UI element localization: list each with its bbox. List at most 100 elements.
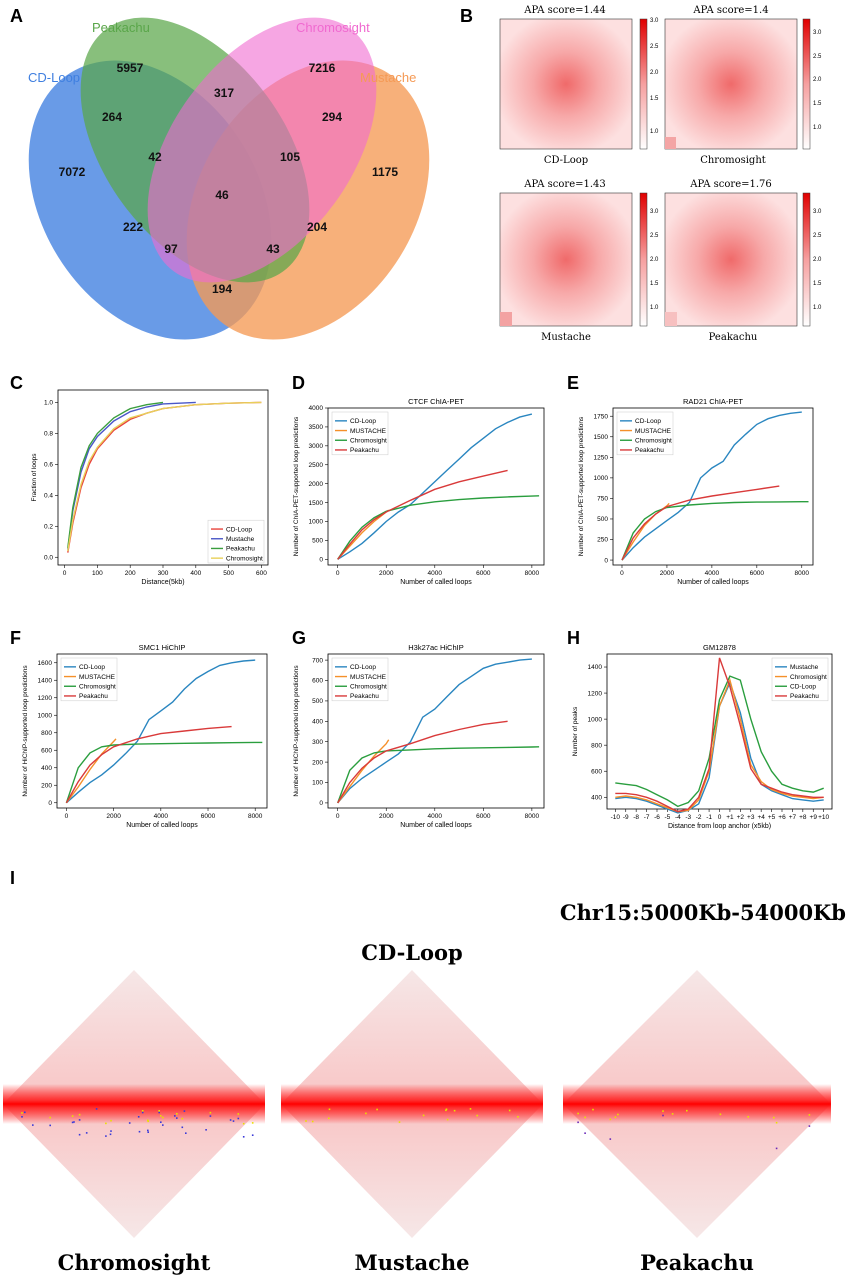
series-line-cd-loop bbox=[337, 658, 532, 804]
panel-letter-h: H bbox=[567, 628, 580, 648]
series-line-cd-loop bbox=[337, 413, 533, 560]
legend-entry: Peakachu bbox=[350, 693, 379, 700]
loop-call-dot bbox=[808, 1125, 811, 1127]
venn-count-peakachu-only: 5957 bbox=[117, 61, 144, 75]
x-tick-label: +7 bbox=[789, 814, 797, 821]
panel-letter-b: B bbox=[460, 6, 473, 26]
legend-box bbox=[331, 411, 389, 456]
series-line-mustache bbox=[337, 739, 390, 804]
loop-call-dot bbox=[614, 1116, 617, 1118]
y-tick-label: 1.0 bbox=[44, 400, 53, 407]
legend-entry: MUSTACHE bbox=[350, 674, 387, 681]
legend-entry: CD-Loop bbox=[226, 526, 252, 533]
y-axis-label: Number of HiChIP-supported loop predicti… bbox=[293, 665, 300, 797]
y-tick-label: 1750 bbox=[594, 413, 609, 420]
apa-map: APA score=1.44 3.0 2.5 2.0 1.5 1.0 CD-Lo… bbox=[499, 5, 659, 166]
x-tick-label: 2000 bbox=[379, 570, 394, 577]
apa-score-label: APA score=1.4 bbox=[692, 5, 768, 16]
apa-corner-pixel bbox=[500, 312, 512, 326]
loop-call-dot bbox=[209, 1111, 212, 1114]
legend-entry: Chromosight bbox=[79, 683, 116, 690]
x-tick-label: 6000 bbox=[476, 813, 491, 820]
x-tick-label: +6 bbox=[778, 814, 786, 821]
apa-score-label: APA score=1.44 bbox=[523, 5, 606, 16]
apa-tick: 2.5 bbox=[813, 54, 822, 60]
panel-letter-i: I bbox=[10, 868, 15, 888]
legend-entry: Chromosight bbox=[790, 674, 827, 681]
loop-call-dot bbox=[311, 1120, 314, 1123]
loop-call-dot bbox=[808, 1114, 811, 1116]
y-axis-label: Number of ChIA-PET-supported loop predic… bbox=[578, 416, 585, 556]
loop-call-dot bbox=[671, 1113, 674, 1115]
apa-tick: 2.0 bbox=[813, 77, 822, 83]
loop-call-dot bbox=[95, 1108, 98, 1110]
y-axis-label: Number of peaks bbox=[572, 706, 579, 756]
legend-entry: MUSTACHE bbox=[635, 428, 672, 435]
apa-heatmap bbox=[664, 18, 798, 150]
y-tick-label: 1000 bbox=[588, 716, 603, 723]
loop-call-dot bbox=[138, 1130, 141, 1133]
venn-label-peakachu: Peakachu bbox=[92, 20, 150, 35]
plot-frame bbox=[56, 653, 268, 809]
loop-call-dot bbox=[719, 1113, 722, 1116]
venn-count-all-four: 46 bbox=[215, 188, 229, 202]
hic-map-label: Mustache bbox=[354, 1250, 469, 1275]
series-line-mustache bbox=[337, 509, 390, 560]
x-axis-label: Number of called loops bbox=[126, 822, 198, 829]
x-tick-label: -8 bbox=[633, 814, 639, 821]
x-tick-label: 8000 bbox=[795, 570, 810, 577]
x-tick-label: -2 bbox=[696, 814, 702, 821]
hic-map-mustache: Mustache bbox=[281, 970, 543, 1275]
x-tick-label: -5 bbox=[665, 814, 671, 821]
loop-call-dot bbox=[78, 1113, 81, 1116]
venn-count-cd-chromo: 222 bbox=[123, 220, 143, 234]
chart-f: 0 2000 4000 6000 8000 0 200 400 600 800 1000 1200 14… bbox=[22, 643, 268, 829]
chart-title: H3k27ac HiChIP bbox=[408, 643, 463, 652]
legend-entry: Peakachu bbox=[790, 693, 819, 700]
apa-score-label: APA score=1.43 bbox=[523, 179, 606, 190]
loop-call-dot bbox=[251, 1122, 254, 1124]
loop-call-dot bbox=[662, 1110, 664, 1112]
x-tick-label: -3 bbox=[685, 814, 691, 821]
venn-label-mustache: Mustache bbox=[360, 70, 416, 85]
loop-call-dot bbox=[242, 1122, 245, 1125]
chart-title: RAD21 ChIA-PET bbox=[683, 397, 743, 406]
x-tick-label: 4000 bbox=[705, 570, 720, 577]
apa-tick: 2.0 bbox=[650, 257, 659, 263]
venn-set-chromosight bbox=[147, 17, 377, 283]
loop-call-dot bbox=[78, 1119, 81, 1121]
loop-call-dot bbox=[78, 1133, 81, 1136]
loop-call-dot bbox=[242, 1136, 245, 1138]
legend-entry: CD-Loop bbox=[350, 418, 376, 425]
hic-panel: Chr15:5000Kb-54000Kb CD-Loop Chromosight… bbox=[3, 900, 846, 1275]
chart-h: -10 -9 -8 -7 -6 -5 -4 -3 -2 -1 0 +1 +2 +3 +4 +5 +6 +7 +8 +9… bbox=[572, 643, 833, 830]
x-tick-label: -10 bbox=[611, 814, 621, 821]
loop-call-dot bbox=[237, 1117, 240, 1120]
venn-count-chromosight-only: 7216 bbox=[309, 61, 336, 75]
series-line-chromosight bbox=[337, 746, 540, 804]
apa-tick: 1.5 bbox=[813, 281, 822, 287]
legend-entry: CD-Loop bbox=[79, 664, 105, 671]
loop-call-dot bbox=[141, 1110, 144, 1112]
chart-title: GM12878 bbox=[703, 643, 736, 652]
y-tick-label: 200 bbox=[312, 759, 323, 766]
apa-tick: 1.5 bbox=[650, 96, 659, 102]
loop-call-dot bbox=[71, 1115, 74, 1117]
loop-call-dot bbox=[517, 1116, 519, 1118]
loop-call-dot bbox=[137, 1116, 140, 1118]
venn-label-chromosight: Chromosight bbox=[296, 20, 370, 35]
x-tick-label: 4000 bbox=[154, 813, 169, 820]
x-tick-label: -1 bbox=[706, 814, 712, 821]
loop-call-dot bbox=[453, 1109, 456, 1112]
panel-letter-a: A bbox=[10, 6, 23, 26]
venn-diagram: CD-Loop Peakachu Chromosight Mustache 59… bbox=[28, 17, 430, 340]
loop-call-dot bbox=[445, 1109, 447, 1112]
venn-count-chromo-must: 294 bbox=[322, 110, 342, 124]
x-tick-label: 4000 bbox=[428, 813, 443, 820]
y-tick-label: 700 bbox=[312, 657, 323, 664]
venn-count-cd-chromo-must: 97 bbox=[164, 242, 178, 256]
panel-letter-c: C bbox=[10, 373, 23, 393]
series-line-peakachu bbox=[621, 485, 780, 561]
x-tick-label: 4000 bbox=[428, 570, 443, 577]
chart-title: CTCF ChIA-PET bbox=[408, 397, 464, 406]
